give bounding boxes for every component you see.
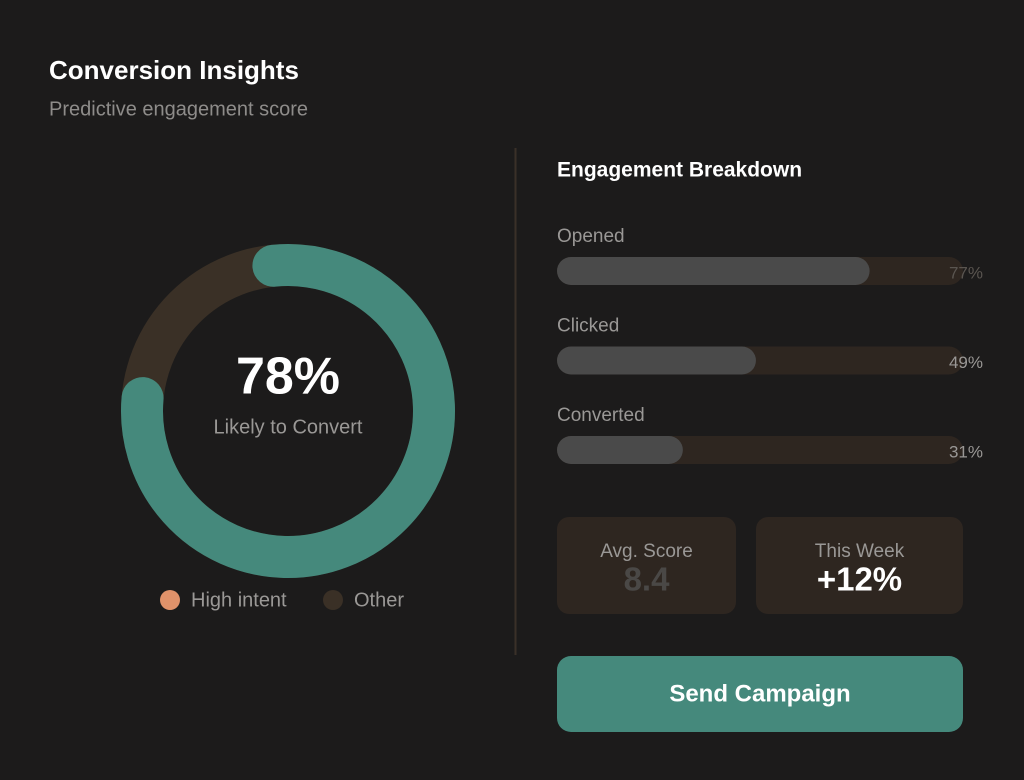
donut-value: 78% (236, 348, 340, 406)
bar-fill (557, 346, 756, 375)
bar-value: 31% (949, 442, 983, 461)
bar-label: Converted (557, 405, 645, 426)
legend: High intent Other (160, 589, 404, 611)
legend-label: High intent (191, 589, 287, 611)
send-button[interactable]: Send Campaign (557, 656, 963, 732)
stat-label: Avg. Score (600, 541, 693, 562)
legend-dot (160, 590, 180, 610)
stat-card (756, 517, 963, 614)
legend-dot (323, 590, 343, 610)
bar-label: Clicked (557, 316, 619, 337)
subtitle: Predictive engagement score (49, 98, 308, 120)
donut (121, 244, 455, 578)
section-title: Engagement Breakdown (557, 159, 802, 182)
stat-value: +12% (817, 561, 902, 598)
bar-fill (557, 436, 683, 464)
title: Conversion Insights (49, 55, 299, 85)
donut-arc (121, 244, 455, 578)
breakdown: Opened 77% Clicked 49% Converted 31% (557, 226, 983, 464)
bar-value: 49% (949, 353, 983, 372)
bar-fill (557, 257, 870, 285)
button-bg[interactable] (557, 656, 963, 732)
stat-label: This Week (815, 541, 905, 562)
stat-card (557, 517, 736, 614)
donut-caption: Likely to Convert (214, 416, 363, 438)
legend-label: Other (354, 589, 404, 611)
bar-label: Opened (557, 226, 625, 247)
button-label[interactable]: Send Campaign (669, 680, 850, 707)
stat-value: 8.4 (624, 561, 671, 598)
bar-value: 77% (949, 263, 983, 282)
